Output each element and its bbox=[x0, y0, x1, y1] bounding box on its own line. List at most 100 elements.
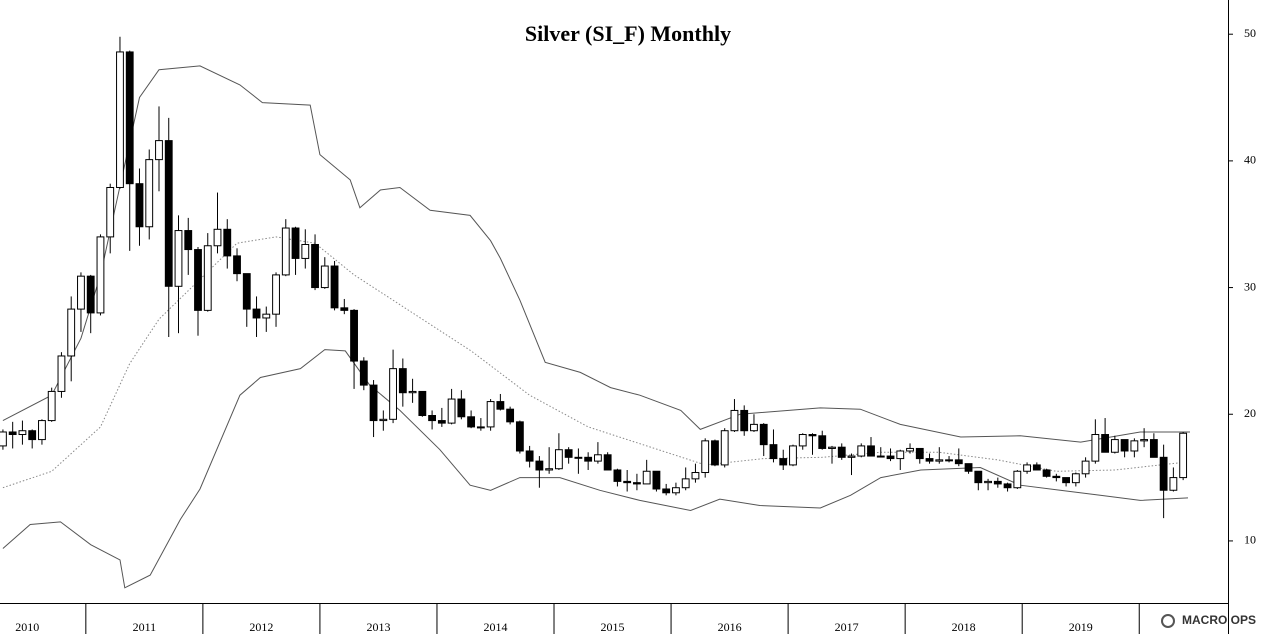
y-tick-label: 10 bbox=[1244, 533, 1256, 547]
candle-body bbox=[798, 434, 807, 447]
candle-body bbox=[847, 455, 856, 458]
candle-body bbox=[174, 230, 183, 287]
candle-body bbox=[1081, 460, 1090, 475]
bollinger-band bbox=[2, 65, 1190, 443]
bollinger-band bbox=[2, 349, 1189, 589]
year-label: 2017 bbox=[835, 620, 859, 634]
candle-body bbox=[720, 430, 729, 466]
candle-body bbox=[554, 449, 563, 470]
candle-body bbox=[96, 236, 105, 314]
candle-body bbox=[428, 415, 437, 422]
candle-body bbox=[155, 140, 163, 161]
candle-body bbox=[57, 355, 66, 392]
candle-body bbox=[135, 183, 144, 228]
candle-body bbox=[184, 230, 193, 251]
year-label: 2018 bbox=[952, 620, 976, 634]
candle-body bbox=[262, 313, 271, 319]
candle-body bbox=[662, 488, 671, 494]
watermark: MACRO OPS bbox=[1182, 613, 1256, 627]
year-label: 2011 bbox=[133, 620, 157, 634]
candle-body bbox=[828, 446, 836, 449]
candle-body bbox=[506, 408, 515, 423]
candle-body bbox=[359, 360, 368, 386]
year-label: 2019 bbox=[1069, 620, 1093, 634]
candle-body bbox=[408, 390, 417, 394]
candle-body bbox=[1120, 439, 1129, 452]
candle-body bbox=[1159, 456, 1168, 491]
candle-body bbox=[233, 255, 241, 275]
candle-body bbox=[935, 459, 944, 462]
candle-body bbox=[857, 445, 866, 457]
candle-body bbox=[691, 472, 700, 480]
year-label: 2010 bbox=[15, 620, 39, 634]
candle-body bbox=[1032, 464, 1041, 471]
candle-body bbox=[1169, 477, 1178, 491]
candle-body bbox=[145, 159, 154, 228]
year-label: 2015 bbox=[601, 620, 625, 634]
candle-body bbox=[1013, 470, 1022, 489]
candle-body bbox=[340, 307, 349, 311]
candle-body bbox=[1149, 439, 1158, 458]
y-tick-label: 50 bbox=[1244, 26, 1256, 40]
candle-body bbox=[984, 480, 992, 484]
candle-body bbox=[116, 51, 124, 188]
candle-body bbox=[1071, 473, 1080, 484]
candle-body bbox=[8, 431, 17, 436]
bollinger-band bbox=[2, 236, 1184, 489]
candle-body bbox=[769, 444, 778, 460]
candle-body bbox=[574, 456, 583, 459]
candle-body bbox=[67, 308, 76, 357]
candle-body bbox=[652, 470, 661, 490]
candle-body bbox=[1062, 477, 1071, 484]
candle-body bbox=[1052, 475, 1061, 479]
candle-body bbox=[750, 423, 758, 432]
candle-body bbox=[974, 470, 983, 484]
candle-body bbox=[437, 420, 446, 424]
candle-body bbox=[1023, 464, 1031, 472]
candle-body bbox=[876, 455, 885, 458]
candle-body bbox=[281, 227, 290, 276]
chart-title: Silver (SI_F) Monthly bbox=[525, 21, 731, 46]
candle-body bbox=[779, 458, 788, 466]
candle-body bbox=[164, 140, 173, 287]
candle-body bbox=[47, 390, 56, 422]
candle-body bbox=[272, 274, 280, 315]
candle-body bbox=[945, 459, 953, 462]
candle-body bbox=[545, 468, 554, 471]
candle-body bbox=[311, 243, 319, 289]
candle-body bbox=[613, 469, 622, 482]
candle-body bbox=[740, 409, 749, 432]
y-tick-label: 20 bbox=[1244, 406, 1256, 420]
candle-body bbox=[389, 368, 397, 420]
candle-body bbox=[837, 446, 846, 458]
candle-body bbox=[38, 420, 46, 441]
candle-body bbox=[467, 416, 476, 428]
candle-body bbox=[418, 390, 427, 417]
candle-body bbox=[993, 480, 1002, 485]
candle-body bbox=[447, 398, 456, 424]
candle-body bbox=[642, 470, 651, 485]
candle-body bbox=[242, 273, 251, 310]
candle-body bbox=[701, 440, 710, 474]
candle-body bbox=[194, 249, 202, 311]
candle-body bbox=[1130, 440, 1139, 452]
candle-body bbox=[808, 434, 817, 437]
candle-body bbox=[623, 480, 632, 484]
candle-body bbox=[603, 454, 612, 471]
candle-body bbox=[896, 450, 905, 460]
candle-body bbox=[223, 228, 232, 257]
y-tick-label: 40 bbox=[1244, 153, 1256, 167]
candle-body bbox=[496, 401, 505, 410]
candle-body bbox=[789, 445, 797, 466]
candle-body bbox=[867, 445, 875, 457]
candle-body bbox=[672, 487, 680, 494]
year-label: 2014 bbox=[483, 620, 507, 634]
candle-body bbox=[77, 275, 85, 310]
candle-body bbox=[1179, 432, 1188, 479]
candle-body bbox=[1110, 439, 1119, 453]
candle-body bbox=[350, 309, 358, 362]
candle-body bbox=[964, 463, 973, 472]
candle-body bbox=[398, 368, 407, 394]
year-label: 2013 bbox=[366, 620, 390, 634]
candle-body bbox=[0, 431, 7, 447]
